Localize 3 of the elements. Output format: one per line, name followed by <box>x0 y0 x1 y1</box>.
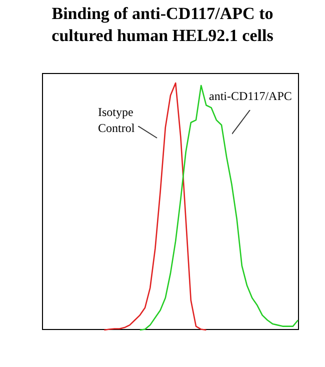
chart-title: Binding of anti-CD117/APC to cultured human HEL92.1 cells <box>50 3 274 47</box>
text: Isotype Control <box>98 104 136 136</box>
series-label: anti-CD117/APC <box>209 88 293 104</box>
